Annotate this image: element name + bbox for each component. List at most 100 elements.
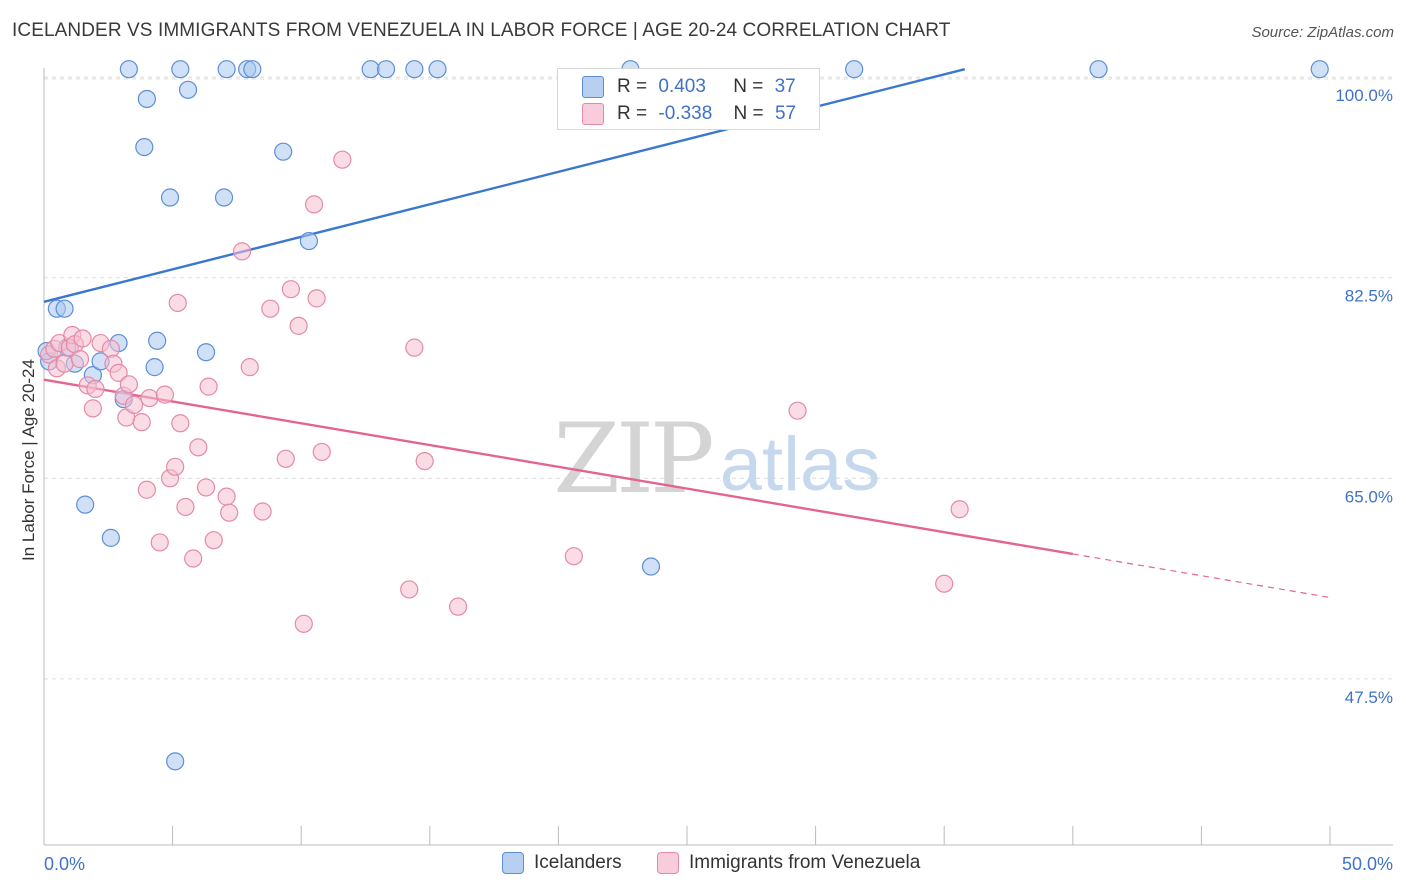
venezuela-swatch <box>582 103 604 125</box>
icelander-point <box>135 137 154 157</box>
venezuela-point <box>253 502 272 521</box>
venezuela-point <box>276 449 295 468</box>
venezuela-point <box>150 533 169 552</box>
icelander-point <box>55 299 74 318</box>
series-legend: Icelanders Immigrants from Venezuela <box>0 850 1406 880</box>
icelander-point <box>214 188 234 207</box>
venezuela-point <box>950 500 969 519</box>
r-label: R = <box>617 103 648 124</box>
x-tick-label: 0.0% <box>44 854 85 874</box>
icelander-point <box>76 495 95 514</box>
icelander-point <box>178 80 198 99</box>
watermark: ZIP atlas <box>553 403 880 515</box>
icelander-point <box>428 60 447 79</box>
icelander-point <box>361 60 380 79</box>
watermark-zip: ZIP <box>553 403 712 515</box>
n-label: N = <box>733 103 764 124</box>
data-points <box>37 60 1329 771</box>
venezuela-point <box>240 358 259 377</box>
venezuela-point <box>73 329 92 348</box>
venezuela-point <box>140 388 159 408</box>
venezuela-point <box>55 354 74 373</box>
legend-item-icelanders[interactable]: Icelanders <box>502 852 622 874</box>
venezuela-point <box>232 242 252 261</box>
venezuela-point <box>935 574 954 593</box>
icelander-point <box>166 752 185 771</box>
grid-lines <box>44 76 1392 680</box>
icelander-point <box>101 528 120 547</box>
icelander-point <box>641 557 661 576</box>
legend-label: Immigrants from Venezuela <box>689 852 921 873</box>
venezuela-point <box>405 338 424 357</box>
icelander-point <box>196 343 216 362</box>
icelander-point <box>160 188 180 207</box>
venezuela-point <box>220 503 239 522</box>
watermark-atlas: atlas <box>720 422 881 507</box>
icelander-point <box>376 60 396 79</box>
venezuela-point <box>333 150 352 169</box>
icelander-point <box>405 60 424 79</box>
venezuela-point <box>281 280 301 299</box>
legend-label: Icelanders <box>534 852 622 873</box>
n-label: N = <box>733 76 764 97</box>
venezuela-point <box>400 580 419 599</box>
venezuela-swatch <box>657 852 679 874</box>
venezuela-point <box>289 316 308 335</box>
venezuela-point <box>564 547 583 566</box>
y-tick-label: 82.5% <box>1345 287 1393 306</box>
venezuela-point <box>171 414 190 433</box>
icelanders-swatch <box>502 852 524 874</box>
venezuela-point <box>204 531 223 550</box>
r-label: R = <box>617 76 648 97</box>
venezuela-point <box>307 289 326 308</box>
y-tick-label: 47.5% <box>1345 688 1393 707</box>
venezuela-point <box>86 379 105 398</box>
venezuela-point <box>196 478 216 497</box>
n-value: 57 <box>774 103 797 124</box>
venezuela-point <box>132 413 151 432</box>
venezuela-point <box>217 487 236 506</box>
icelander-point <box>145 358 164 377</box>
venezuela-point <box>261 299 280 318</box>
venezuela-point <box>70 350 90 369</box>
legend-item-venezuela[interactable]: Immigrants from Venezuela <box>657 852 920 874</box>
venezuela-point <box>137 480 156 499</box>
venezuela-point <box>448 597 468 616</box>
venezuela-point <box>304 195 324 214</box>
icelander-trend-line <box>43 68 966 303</box>
icelander-point <box>845 60 864 79</box>
icelander-point <box>274 142 293 161</box>
icelander-point <box>1310 60 1329 79</box>
venezuela-point <box>83 399 102 418</box>
venezuela-trend-extension <box>1072 553 1331 599</box>
icelander-point <box>171 60 190 79</box>
venezuela-point <box>415 451 434 471</box>
r-value: 0.403 <box>658 76 706 97</box>
venezuela-point <box>168 293 187 313</box>
x-tick-label: 50.0% <box>1342 854 1393 874</box>
icelander-point <box>119 60 138 79</box>
venezuela-point <box>166 457 185 476</box>
axes <box>43 68 1393 846</box>
correlation-legend: R = 0.403 N = 37 R = -0.338 N = 57 <box>557 68 820 130</box>
icelanders-swatch <box>582 76 604 98</box>
venezuela-point <box>119 375 138 394</box>
y-tick-label: 100.0% <box>1335 86 1393 105</box>
icelander-point <box>148 331 167 350</box>
icelander-point <box>243 60 262 79</box>
chart-title: ICELANDER VS IMMIGRANTS FROM VENEZUELA I… <box>12 20 951 41</box>
y-axis-label: In Labor Force | Age 20-24 <box>19 359 38 561</box>
source-label: Source: ZipAtlas.com <box>1251 24 1394 41</box>
venezuela-point <box>788 401 807 420</box>
tick-labels: 47.5% 65.0% 82.5% 100.0% 0.0% 50.0% <box>44 86 1393 874</box>
icelander-point <box>299 231 319 251</box>
venezuela-trend-line <box>43 378 1074 556</box>
venezuela-point <box>176 497 195 517</box>
venezuela-point <box>294 614 313 633</box>
venezuela-point <box>109 363 128 382</box>
venezuela-point <box>199 377 218 396</box>
venezuela-point <box>155 385 174 404</box>
venezuela-point <box>124 395 144 415</box>
venezuela-point <box>189 438 208 457</box>
